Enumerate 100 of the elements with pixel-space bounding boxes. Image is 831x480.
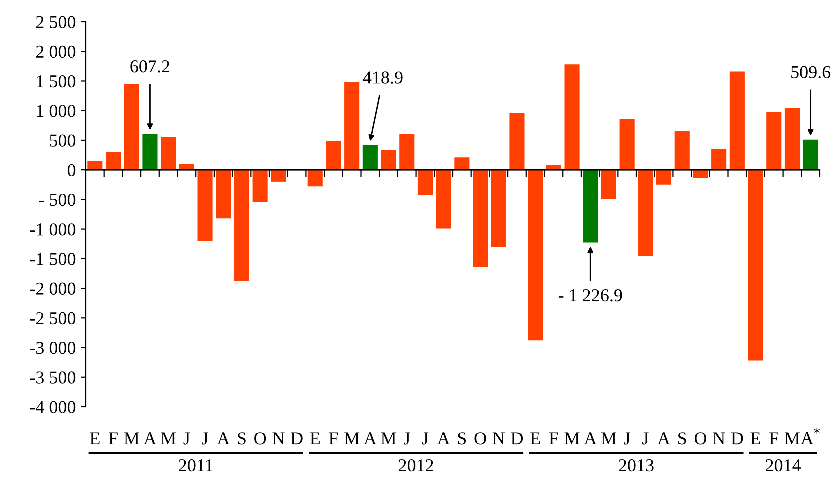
- x-tick-label: O: [254, 432, 266, 445]
- bar: [693, 170, 708, 178]
- bar: [674, 130, 690, 170]
- y-tick-label: 500: [50, 134, 76, 147]
- x-tick-label: A$^{*}$: [800, 428, 820, 444]
- y-tick-label: -3 500: [30, 372, 76, 384]
- x-tick-label: J: [404, 432, 410, 445]
- x-tick-label: A: [584, 432, 598, 445]
- x-tick-label: O: [694, 432, 707, 445]
- x-tick-label: D: [511, 432, 524, 445]
- bar: [234, 170, 250, 282]
- bar: [730, 72, 745, 170]
- y-tick-label: -1 000: [30, 224, 76, 236]
- y-tick-label: 0: [68, 164, 76, 177]
- x-tick-label: F: [109, 432, 118, 445]
- x-tick-label: A: [437, 432, 450, 445]
- bar: [620, 119, 635, 170]
- y-tick-label: -3 000: [30, 342, 76, 354]
- bar: [436, 170, 452, 229]
- x-tick-label: J: [202, 432, 208, 445]
- x-tick-label: M: [381, 432, 396, 445]
- x-tick-label: J: [184, 432, 190, 445]
- bar: [106, 152, 122, 170]
- bar: [198, 170, 213, 242]
- y-tick-label: -4 000: [30, 401, 76, 414]
- x-tick-label: A: [144, 432, 157, 445]
- bar: [161, 138, 176, 170]
- x-tick-label: S: [238, 432, 246, 445]
- bar: [400, 134, 415, 170]
- x-tick-label: J: [422, 432, 429, 445]
- x-tick-label: S: [458, 432, 466, 445]
- text: 2013: [619, 459, 654, 472]
- x-tick-label: N: [492, 432, 505, 445]
- bar: [766, 112, 782, 170]
- bar: [418, 170, 433, 195]
- x-tick-label: F: [549, 432, 558, 445]
- x-tick-label: F: [329, 432, 338, 445]
- bar: [564, 64, 580, 170]
- x-tick-label: O: [474, 432, 486, 445]
- x-tick-label: F: [770, 432, 778, 445]
- bar: [803, 140, 818, 170]
- x-tick-label: M: [344, 432, 360, 445]
- text: 2011: [179, 459, 213, 472]
- y-tick-label: 2 500: [36, 16, 76, 28]
- bar: [510, 113, 525, 170]
- x-tick-label: J: [624, 432, 630, 445]
- data-label: - 1 226.9: [558, 290, 622, 302]
- bar: [88, 161, 103, 170]
- y-tick-label: -2 500: [30, 312, 76, 325]
- x-tick-label: D: [291, 432, 303, 445]
- bar: [656, 170, 672, 185]
- bar: [216, 170, 232, 219]
- bar: [601, 170, 616, 200]
- y-tick-label: -2 000: [30, 282, 76, 295]
- bar: [583, 170, 598, 243]
- bar: [638, 170, 654, 256]
- x-tick-label: E: [90, 432, 100, 445]
- x-tick-label: N: [272, 432, 285, 445]
- bar: [124, 84, 140, 170]
- x-tick-label: A: [364, 432, 377, 445]
- x-tick-label: A: [658, 432, 670, 445]
- bar: [748, 170, 764, 361]
- x-tick-label: E: [530, 432, 540, 445]
- x-tick-label: M: [161, 432, 176, 445]
- bar: [362, 145, 378, 170]
- bar: [784, 108, 800, 170]
- x-tick-label: A: [217, 432, 230, 445]
- x-tick-label: J: [642, 432, 649, 445]
- y-tick-label: -1 500: [30, 253, 76, 266]
- x-tick-label: M: [564, 432, 580, 445]
- x-tick-label: E: [750, 432, 760, 445]
- bar: [142, 134, 158, 170]
- y-tick-label: 1 500: [37, 75, 76, 88]
- x-tick-label: N: [713, 432, 726, 445]
- text: 2012: [399, 459, 434, 472]
- x-tick-label: S: [678, 432, 686, 445]
- x-tick-label: D: [731, 432, 744, 445]
- bar: [381, 150, 396, 170]
- x-tick-label: M: [784, 432, 800, 445]
- y-tick-label: 2 000: [36, 46, 76, 58]
- bar: [454, 158, 470, 170]
- y-tick-label: - 500: [39, 194, 76, 206]
- bar: [271, 170, 286, 182]
- bar: [491, 170, 506, 248]
- bar: [179, 164, 194, 170]
- bar: [326, 141, 342, 170]
- bar: [344, 82, 360, 170]
- data-label: 509.6: [792, 66, 831, 79]
- x-tick-label: M: [601, 432, 616, 445]
- data-label: 607.2: [130, 60, 170, 73]
- x-tick-label: M: [124, 432, 140, 445]
- x-tick-label: E: [310, 432, 320, 445]
- bar: [712, 149, 727, 170]
- bar: [473, 170, 488, 268]
- data-label: 418.9: [363, 72, 403, 84]
- y-tick-label: 1 000: [37, 105, 76, 118]
- text: 2014: [766, 459, 802, 472]
- bar: [308, 170, 323, 187]
- bar: [252, 170, 268, 202]
- bar: [528, 170, 544, 341]
